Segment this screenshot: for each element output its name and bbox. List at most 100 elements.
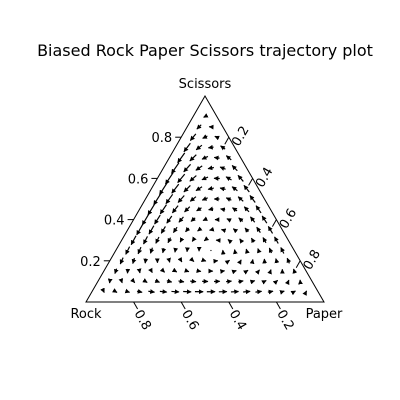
quiver-arrow [195,144,203,151]
tick-label-paper-2: 0.6 [277,206,300,231]
quiver-arrow [225,279,233,284]
quiver-arrow [183,267,190,273]
quiver-arrow [243,289,251,295]
tick-label-rock-2: 0.4 [226,308,249,333]
quiver-arrow [274,236,279,244]
quiver-arrow [177,195,185,203]
quiver-arrow [189,196,197,202]
quiver-arrow [255,205,262,214]
quiver-arrow [238,279,244,285]
quiver-arrow [124,288,131,294]
tick-label-scissors-2: 0.6 [128,172,149,187]
quiver-arrow [196,206,202,212]
quiver-arrow [209,226,215,232]
tick-label-rock-3: 0.2 [273,308,296,333]
quiver-arrow [254,269,260,275]
quiver-arrow [196,268,202,274]
quiver-arrow [208,206,214,212]
tick-label-scissors-1: 0.4 [104,214,125,229]
quiver-arrow [238,217,244,223]
quiver-arrow [201,196,208,201]
quiver-arrow [171,183,180,194]
quiver-arrow [243,206,250,213]
quiver-arrow [237,196,244,202]
quiver-arrow [118,277,124,284]
tick-rock-0 [133,301,139,310]
quiver-arrow [292,268,298,274]
quiver-arrow [239,238,245,244]
quiver-arrow [141,213,150,226]
quiver-arrow [290,290,296,296]
quiver-arrow [185,226,191,233]
quiver-arrow [267,225,274,234]
quiver-arrow [268,247,274,254]
quiver-arrow [267,289,274,295]
quiver-arrow [159,204,167,215]
quiver-arrow [172,226,178,233]
quiver-arrow [255,289,263,295]
quiver-arrow [232,228,239,234]
quiver-arrow [190,278,197,284]
quiver-arrow [256,226,262,233]
quiver-arrow [160,226,166,234]
quiver-arrow [189,175,197,182]
quiver-arrow [177,256,183,263]
tick-rock-1 [180,301,186,310]
quiver-arrow [250,237,256,244]
quiver-arrow [225,176,232,182]
quiver-arrow [159,267,166,273]
quiver-arrow [130,277,136,284]
quiver-arrow [231,186,238,192]
tick-paper-2 [271,219,277,227]
quiver-arrow [195,165,203,171]
tick-label-paper-3: 0.8 [301,247,324,272]
quiver-arrow [225,197,232,202]
quiver-arrow [183,142,191,153]
quiver-arrow [226,218,232,223]
quiver-arrow [196,124,202,130]
quiver-arrow [284,279,290,286]
quiver-arrow [195,186,203,192]
quiver-arrow [207,165,214,171]
tick-label-scissors-0: 0.2 [80,255,101,270]
quiver-arrow [286,257,292,264]
simplex-triangle [85,95,325,303]
quiver-arrow [159,289,168,295]
quiver-arrow [261,279,267,285]
quiver-arrow [183,163,192,173]
quiver-arrow [178,278,185,284]
quiver-arrow [250,216,256,223]
quiver-arrow [200,257,207,262]
quiver-arrow [137,246,143,255]
quiver-arrow [177,173,186,184]
quiver-arrow [207,186,214,191]
quiver-arrow [171,205,179,214]
quiver-arrow [173,247,179,253]
tick-label-rock-0: 0.8 [130,308,153,333]
quiver-arrow [257,248,262,254]
quiver-arrow [159,182,168,195]
quiver-arrow [143,236,148,245]
quiver-arrow [302,290,308,296]
quiver-arrow [262,237,268,244]
quiver-arrow [171,162,180,174]
quiver-arrow [190,216,196,222]
quiver-arrow [197,226,203,232]
quiver-arrow [202,216,208,222]
quiver-arrow [221,228,227,234]
tick-paper-0 [224,136,230,145]
quiver-arrow [179,237,185,243]
quiver-arrow [201,155,209,160]
quiver-arrow [219,269,226,274]
quiver-arrow [171,267,178,273]
quiver-arrow [125,246,131,255]
quiver-arrow [237,174,244,182]
quiver-arrow [131,257,137,265]
quiver-arrow [203,113,209,118]
corner-label-scissors: Scissors [179,77,232,92]
quiver-arrow [219,186,226,192]
quiver-arrow [189,133,197,141]
quiver-arrow [149,247,155,254]
quiver-arrow [171,289,180,295]
tick-paper-3 [295,260,301,269]
